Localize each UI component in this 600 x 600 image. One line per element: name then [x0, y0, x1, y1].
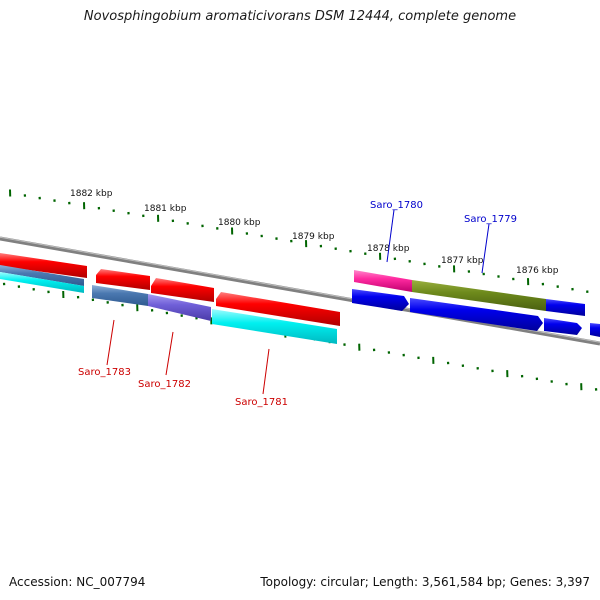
tick-label: 1882 kbp	[70, 189, 113, 199]
tick-label: 1877 kbp	[441, 256, 484, 266]
gene-forward-right-upper[interactable]	[546, 299, 585, 316]
tick-label: 1879 kbp	[292, 232, 335, 242]
genome-backbone	[0, 236, 600, 346]
accession-label: Accession: NC_007794	[9, 575, 146, 589]
forward-strand-features	[354, 270, 585, 316]
gene-red-arrow-1[interactable]	[96, 269, 150, 290]
gene-label-leaders	[106, 209, 490, 395]
genome-summary: Topology: circular; Length: 3,561,584 bp…	[260, 575, 590, 589]
leader-saro-1781	[262, 348, 270, 395]
gene-label-saro-1782[interactable]: Saro_1782	[138, 379, 191, 390]
gene-label-saro-1781[interactable]: Saro_1781	[235, 397, 288, 408]
reverse-strand-features	[0, 253, 340, 344]
gene-label-saro-1779[interactable]: Saro_1779	[464, 214, 517, 225]
gene-red-arrow-3[interactable]	[216, 292, 340, 326]
gene-saro-1783-cyan[interactable]	[0, 272, 84, 293]
gene-saro-1780-upper[interactable]	[354, 270, 412, 292]
tick-label: 1876 kbp	[516, 266, 559, 276]
leader-saro-1782	[165, 331, 174, 376]
gene-forward-right-arrow[interactable]	[544, 318, 582, 335]
forward-strand-lower	[352, 289, 600, 337]
page-title: Novosphingobium aromaticivorans DSM 1244…	[83, 9, 517, 24]
gene-red-arrow-2[interactable]	[151, 278, 214, 302]
leader-saro-1779	[481, 223, 490, 274]
gene-saro-1782-purple[interactable]	[148, 294, 211, 321]
gene-labels: Saro_1780 Saro_1779 Saro_1783 Saro_1782 …	[78, 200, 517, 408]
gene-forward-edge[interactable]	[590, 323, 600, 337]
leader-saro-1783	[106, 319, 115, 366]
gene-saro-1783-steel[interactable]	[0, 265, 84, 286]
gene-saro-1782-steel[interactable]	[92, 285, 148, 306]
gene-saro-1780-arrow[interactable]	[352, 289, 409, 311]
gene-label-saro-1783[interactable]: Saro_1783	[78, 367, 131, 378]
outer-tick-ring	[9, 189, 589, 293]
tick-label: 1880 kbp	[218, 218, 261, 228]
gene-saro-1781-cyan[interactable]	[212, 309, 337, 344]
gene-saro-1779-arrow[interactable]	[410, 298, 543, 331]
gene-label-saro-1780[interactable]: Saro_1780	[370, 200, 423, 211]
gene-saro-1779-upper[interactable]	[412, 280, 546, 311]
gene-left-edge-red[interactable]	[0, 253, 87, 278]
tick-label: 1881 kbp	[144, 204, 187, 214]
leader-saro-1780	[386, 209, 395, 263]
